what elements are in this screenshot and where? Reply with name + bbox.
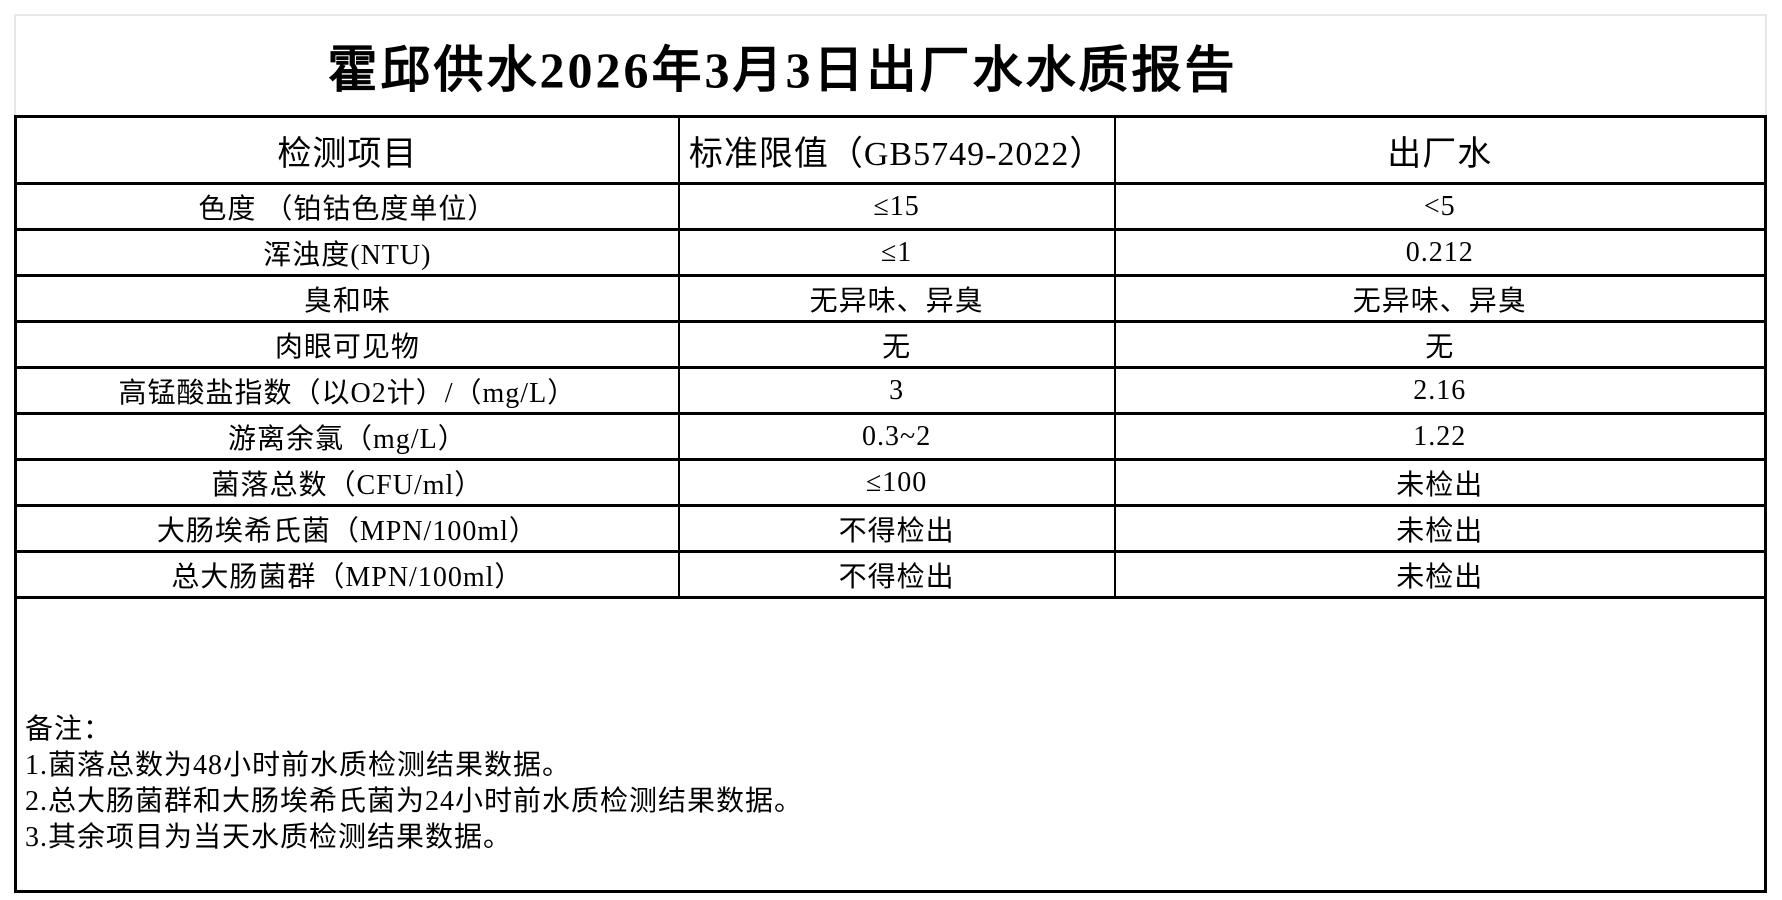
cell-standard-limit: 无异味、异臭 xyxy=(677,274,1116,323)
table-row: 大肠埃希氏菌（MPN/100ml） 不得检出 未检出 xyxy=(14,504,1767,553)
cell-test-item: 总大肠菌群（MPN/100ml） xyxy=(14,550,680,599)
cell-finished-water: 无 xyxy=(1113,320,1767,369)
notes-section: 备注： 1.菌落总数为48小时前水质检测结果数据。 2.总大肠菌群和大肠埃希氏菌… xyxy=(14,599,1767,893)
cell-standard-limit: 不得检出 xyxy=(677,504,1116,553)
cell-test-item: 色度 （铂钴色度单位） xyxy=(14,182,680,231)
notes-label: 备注： xyxy=(25,714,113,745)
cell-finished-water: 未检出 xyxy=(1113,550,1767,599)
cell-standard-limit: ≤100 xyxy=(677,458,1116,507)
report-title-section: 霍邱供水2026年3月3日出厂水水质报告 xyxy=(14,14,1767,115)
cell-finished-water: 无异味、异臭 xyxy=(1113,274,1767,323)
table-row: 总大肠菌群（MPN/100ml） 不得检出 未检出 xyxy=(14,550,1767,599)
cell-standard-limit: ≤15 xyxy=(677,182,1116,231)
table-row: 肉眼可见物 无 无 xyxy=(14,320,1767,369)
cell-standard-limit: 0.3~2 xyxy=(677,412,1116,461)
cell-standard-limit: 3 xyxy=(677,366,1116,415)
cell-test-item: 浑浊度(NTU) xyxy=(14,228,680,277)
cell-standard-limit: 无 xyxy=(677,320,1116,369)
cell-finished-water: 0.212 xyxy=(1113,228,1767,277)
cell-test-item: 臭和味 xyxy=(14,274,680,323)
table-header-row: 检测项目 标准限值（GB5749-2022） 出厂水 xyxy=(14,115,1767,185)
cell-standard-limit: ≤1 xyxy=(677,228,1116,277)
table-row: 菌落总数（CFU/ml） ≤100 未检出 xyxy=(14,458,1767,507)
water-quality-report: 霍邱供水2026年3月3日出厂水水质报告 检测项目 标准限值（GB5749-20… xyxy=(14,14,1767,893)
cell-test-item: 游离余氯（mg/L） xyxy=(14,412,680,461)
page-title: 霍邱供水2026年3月3日出厂水水质报告 xyxy=(327,41,1238,98)
cell-finished-water: 1.22 xyxy=(1113,412,1767,461)
cell-finished-water: 2.16 xyxy=(1113,366,1767,415)
table-row: 臭和味 无异味、异臭 无异味、异臭 xyxy=(14,274,1767,323)
cell-finished-water: <5 xyxy=(1113,182,1767,231)
table-row: 浑浊度(NTU) ≤1 0.212 xyxy=(14,228,1767,277)
cell-standard-limit: 不得检出 xyxy=(677,550,1116,599)
table-row: 游离余氯（mg/L） 0.3~2 1.22 xyxy=(14,412,1767,461)
cell-finished-water: 未检出 xyxy=(1113,458,1767,507)
cell-test-item: 大肠埃希氏菌（MPN/100ml） xyxy=(14,504,680,553)
cell-test-item: 肉眼可见物 xyxy=(14,320,680,369)
column-header-test-item: 检测项目 xyxy=(14,115,680,185)
note-item-3: 3.其余项目为当天水质检测结果数据。 xyxy=(25,822,513,853)
cell-test-item: 高锰酸盐指数（以O2计）/（mg/L） xyxy=(14,366,680,415)
column-header-standard-limit: 标准限值（GB5749-2022） xyxy=(677,115,1116,185)
note-item-2: 2.总大肠菌群和大肠埃希氏菌为24小时前水质检测结果数据。 xyxy=(25,786,804,817)
table-row: 高锰酸盐指数（以O2计）/（mg/L） 3 2.16 xyxy=(14,366,1767,415)
table-row: 色度 （铂钴色度单位） ≤15 <5 xyxy=(14,182,1767,231)
note-item-1: 1.菌落总数为48小时前水质检测结果数据。 xyxy=(25,750,572,781)
column-header-finished-water: 出厂水 xyxy=(1113,115,1767,185)
cell-finished-water: 未检出 xyxy=(1113,504,1767,553)
cell-test-item: 菌落总数（CFU/ml） xyxy=(14,458,680,507)
water-quality-table: 检测项目 标准限值（GB5749-2022） 出厂水 色度 （铂钴色度单位） ≤… xyxy=(14,115,1767,599)
